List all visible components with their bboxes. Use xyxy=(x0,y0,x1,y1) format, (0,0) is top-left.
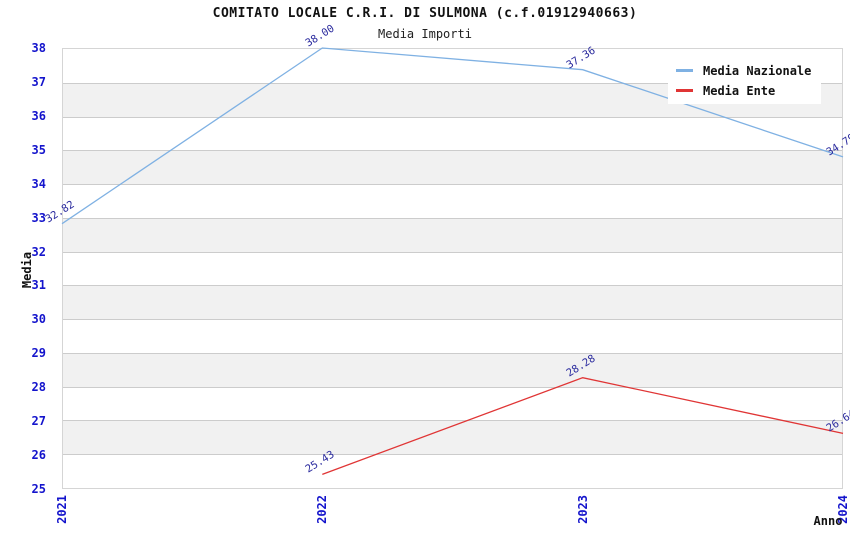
legend-swatch-icon xyxy=(676,89,693,92)
y-tick-label: 34 xyxy=(31,176,46,191)
y-tick-label: 33 xyxy=(31,210,46,225)
legend-swatch-icon xyxy=(676,69,693,72)
y-tick-label: 27 xyxy=(31,414,46,429)
x-tick-label: 2022 xyxy=(315,495,330,524)
gridline xyxy=(63,150,842,152)
y-tick-label: 35 xyxy=(31,142,46,157)
y-tick-label: 32 xyxy=(31,244,46,259)
y-tick-label: 38 xyxy=(31,41,46,55)
y-tick-label: 26 xyxy=(31,448,46,463)
gridline xyxy=(63,251,842,253)
y-tick-label: 36 xyxy=(31,108,46,123)
plot-band xyxy=(63,252,842,286)
legend: Media Nazionale Media Ente xyxy=(668,57,822,104)
plot-band xyxy=(63,184,842,218)
plot-band xyxy=(63,454,842,488)
gridline xyxy=(63,454,842,456)
plot-band xyxy=(63,150,842,185)
legend-label: Media Ente xyxy=(703,83,776,98)
y-tick-label: 31 xyxy=(31,278,46,293)
y-tick-label: 37 xyxy=(31,74,46,89)
plot-band xyxy=(63,117,842,151)
chart-subtitle: Media Importi xyxy=(378,27,472,41)
legend-entry: Media Nazionale xyxy=(676,63,811,78)
y-tick-label: 29 xyxy=(31,346,46,361)
y-axis-title: Media xyxy=(20,251,34,289)
plot-band xyxy=(63,319,842,353)
y-tick-label: 30 xyxy=(31,312,46,327)
gridline xyxy=(63,352,842,354)
legend-label: Media Nazionale xyxy=(703,63,812,78)
chart-title: COMITATO LOCALE C.R.I. DI SULMONA (c.f.0… xyxy=(212,6,638,21)
legend-entry: Media Ente xyxy=(676,83,811,98)
gridline xyxy=(63,116,842,118)
x-tick-label: 2023 xyxy=(575,495,590,524)
gridline xyxy=(63,184,842,186)
gridline xyxy=(63,217,842,219)
plot-area xyxy=(62,48,843,489)
x-axis-title: Anno xyxy=(813,514,843,528)
plot-band xyxy=(63,285,842,320)
gridline xyxy=(63,285,842,287)
gridline xyxy=(63,420,842,422)
plot-band xyxy=(63,217,842,252)
x-tick-label: 2021 xyxy=(55,495,69,524)
y-tick-label: 28 xyxy=(31,380,46,395)
gridline xyxy=(63,386,842,388)
plot-band xyxy=(63,352,842,387)
plot-band xyxy=(63,420,842,455)
gridline xyxy=(63,319,842,321)
y-tick-label: 25 xyxy=(31,482,46,496)
plot-band xyxy=(63,387,842,421)
